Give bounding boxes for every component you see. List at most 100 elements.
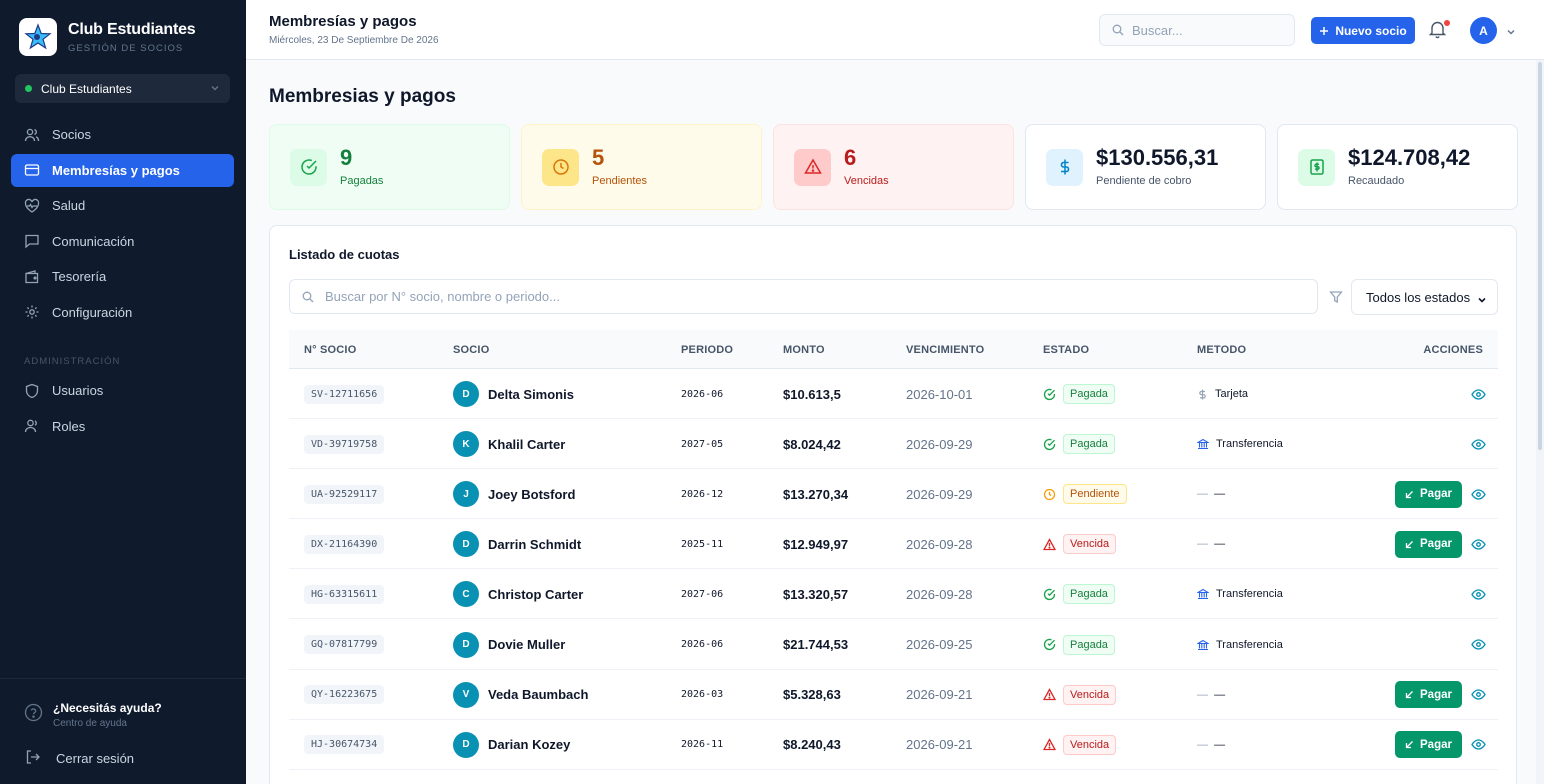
help-link[interactable]: ¿Necesitás ayuda? Centro de ayuda	[24, 701, 162, 729]
period: 2026-06	[681, 388, 724, 400]
column-header[interactable]: ESTADO	[1043, 344, 1090, 356]
status-filter-select[interactable]: Todos los estados	[1351, 279, 1498, 315]
member-id: DX-21164390	[304, 534, 385, 554]
pay-button[interactable]: Pagar	[1395, 480, 1462, 508]
sidebar-item-label: Configuración	[52, 304, 133, 320]
user-avatar[interactable]: A	[1470, 17, 1497, 44]
sidebar-item-comunicacion[interactable]: Comunicación	[11, 225, 234, 258]
new-member-button[interactable]: Nuevo socio	[1311, 17, 1415, 44]
chevron-down-icon[interactable]	[1506, 24, 1516, 42]
bell-icon[interactable]	[1428, 20, 1447, 44]
payment-method: Transferencia	[1216, 638, 1283, 651]
member-name: Delta Simonis	[488, 386, 574, 402]
dollar-icon	[1197, 389, 1208, 400]
sidebar-item-roles[interactable]: Roles	[11, 410, 234, 443]
page-title: Membresias y pagos	[269, 86, 456, 107]
bank-icon	[1197, 438, 1209, 450]
search-icon	[302, 291, 314, 303]
global-search-input[interactable]: Buscar...	[1099, 14, 1295, 46]
period: 2027-06	[681, 588, 724, 600]
eye-icon[interactable]	[1471, 537, 1486, 552]
sidebar-item-configuracion[interactable]: Configuración	[11, 296, 234, 329]
column-header[interactable]: METODO	[1197, 344, 1247, 356]
pay-button[interactable]: Pagar	[1395, 731, 1462, 759]
period: 2026-11	[681, 739, 724, 751]
table-row[interactable]: HJ-30674734 D Darian Kozey 2026-11 $8.240,43…	[289, 720, 1498, 770]
payment-method: Transferencia	[1216, 588, 1283, 601]
column-header[interactable]: N° SOCIO	[304, 344, 357, 356]
due-date: 2026-09-28	[906, 536, 973, 552]
period: 2027-05	[681, 438, 724, 450]
credit-card-icon	[24, 162, 40, 178]
stat-card-collected: $124.708,42 Recaudado	[1277, 124, 1518, 210]
table-header: N° SOCIO SOCIO PERIODO MONTO VENCIMIENTO…	[289, 330, 1498, 369]
fees-search-input[interactable]: Buscar por N° socio, nombre o periodo...	[289, 279, 1318, 314]
member-id: QY-16223675	[304, 685, 385, 705]
sidebar-item-label: Socios	[52, 127, 92, 142]
sidebar-item-tesoreria[interactable]: Tesorería	[11, 260, 234, 293]
pay-button[interactable]: Pagar	[1395, 681, 1462, 709]
status-dot	[25, 85, 32, 92]
eye-icon[interactable]	[1471, 737, 1486, 752]
column-header[interactable]: SOCIO	[453, 344, 490, 356]
page-scrollbar[interactable]	[1536, 60, 1544, 784]
eye-icon[interactable]	[1471, 387, 1486, 402]
stat-card-overdue: 6 Vencidas	[773, 124, 1014, 210]
arrow-down-left-icon	[1405, 490, 1414, 499]
sidebar-item-label: Comunicación	[52, 233, 135, 249]
club-selector[interactable]: Club Estudiantes	[15, 74, 230, 103]
sidebar-item-socios[interactable]: Socios	[11, 118, 234, 151]
table-row[interactable]: UA-92529117 J Joey Botsford 2026-12 $13.270,…	[289, 469, 1498, 520]
scrollbar-thumb[interactable]	[1538, 62, 1542, 450]
amount: $13.320,57	[783, 586, 849, 602]
column-header[interactable]: VENCIMIENTO	[906, 344, 985, 356]
member-name: Christop Carter	[488, 586, 584, 602]
member-name: Joey Botsford	[488, 486, 576, 502]
eye-icon[interactable]	[1471, 637, 1486, 652]
member-name: Darian Kozey	[488, 737, 571, 753]
due-date: 2026-09-21	[906, 687, 973, 703]
eye-icon[interactable]	[1471, 437, 1486, 452]
table-row[interactable]: HG-63315611 C Christop Carter 2027-06 $13.32…	[289, 569, 1498, 620]
due-date: 2026-09-25	[906, 637, 973, 652]
status-badge: Pagada	[1063, 584, 1115, 605]
table-row[interactable]: DX-21164390 D Darrin Schmidt 2025-11 $12.949…	[289, 519, 1498, 570]
dash-icon: —	[1197, 488, 1212, 501]
alert-triangle-icon	[794, 148, 831, 186]
pay-button[interactable]: Pagar	[1395, 530, 1462, 558]
table-row[interactable]: VD-39719758 K Khalil Carter 2027-05 $8.024,4…	[289, 419, 1498, 470]
club-logo	[19, 18, 57, 56]
pay-button-label: Pagar	[1420, 688, 1452, 701]
eye-icon[interactable]	[1471, 487, 1486, 502]
bank-icon	[1197, 588, 1209, 600]
clock-icon	[542, 148, 579, 186]
member-id: GQ-07817799	[304, 635, 385, 654]
table-row[interactable]: QY-16223675 V Veda Baumbach 2026-03 $5.328,6…	[289, 670, 1498, 720]
status-badge: Pagada	[1063, 434, 1115, 455]
status-badge: Pagada	[1063, 634, 1115, 655]
brand[interactable]: Club Estudiantes GESTIÓN DE SOCIOS	[19, 18, 196, 56]
column-header[interactable]: PERIODO	[681, 344, 734, 356]
member-avatar: D	[453, 731, 479, 758]
table-row[interactable]: SV-12711656 D Delta Simonis 2026-06 $10.613,…	[289, 369, 1498, 419]
column-header[interactable]: MONTO	[783, 344, 825, 356]
chevron-down-icon	[1477, 293, 1487, 308]
amount: $12.949,97	[783, 536, 849, 552]
logout-button[interactable]: Cerrar sesión	[25, 749, 134, 768]
column-header[interactable]: ACCIONES	[1423, 344, 1483, 356]
eye-icon[interactable]	[1471, 587, 1486, 602]
payment-method: Tarjeta	[1215, 388, 1249, 400]
stat-value: $130.556,31	[1096, 145, 1219, 170]
sidebar-item-salud[interactable]: Salud	[11, 189, 234, 222]
payment-method: Transferencia	[1216, 438, 1283, 451]
filter-icon	[1329, 290, 1343, 309]
table-row[interactable]: GQ-07817799 D Dovie Muller 2026-06 $21.744,5…	[289, 620, 1498, 670]
amount: $21.744,53	[783, 637, 849, 652]
sidebar-item-label: Usuarios	[52, 383, 104, 398]
due-date: 2026-10-01	[906, 386, 973, 402]
eye-icon[interactable]	[1471, 687, 1486, 702]
app-subtitle: GESTIÓN DE SOCIOS	[68, 42, 184, 54]
sidebar-item-membresias[interactable]: Membresías y pagos	[11, 153, 234, 187]
member-avatar: D	[453, 381, 479, 407]
sidebar-item-usuarios[interactable]: Usuarios	[11, 374, 234, 407]
